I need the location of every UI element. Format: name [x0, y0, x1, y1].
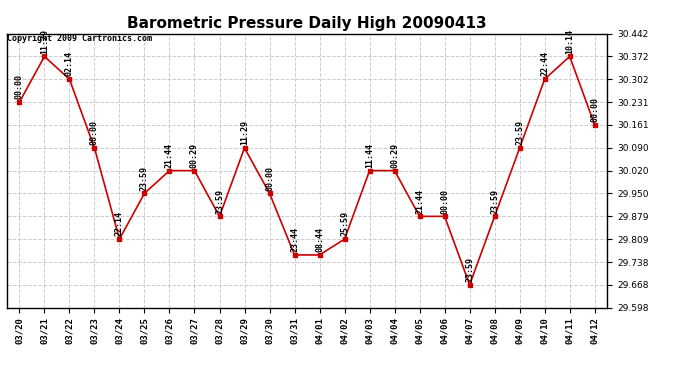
- Text: 08:44: 08:44: [315, 227, 324, 252]
- Text: 23:59: 23:59: [140, 165, 149, 190]
- Text: 00:00: 00:00: [15, 74, 24, 99]
- Text: 23:59: 23:59: [490, 189, 499, 214]
- Text: 00:00: 00:00: [265, 165, 274, 190]
- Text: 23:59: 23:59: [215, 189, 224, 214]
- Text: 23:59: 23:59: [465, 257, 474, 282]
- Text: 22:14: 22:14: [115, 211, 124, 236]
- Text: 21:44: 21:44: [415, 189, 424, 214]
- Text: 00:29: 00:29: [390, 143, 399, 168]
- Text: 25:59: 25:59: [340, 211, 349, 236]
- Text: 10:14: 10:14: [565, 28, 574, 54]
- Text: 23:44: 23:44: [290, 227, 299, 252]
- Text: 23:59: 23:59: [515, 120, 524, 145]
- Text: 22:44: 22:44: [540, 51, 549, 76]
- Title: Barometric Pressure Daily High 20090413: Barometric Pressure Daily High 20090413: [127, 16, 487, 31]
- Text: Copyright 2009 Cartronics.com: Copyright 2009 Cartronics.com: [7, 34, 152, 43]
- Text: 00:00: 00:00: [440, 189, 449, 214]
- Text: 00:00: 00:00: [590, 97, 599, 122]
- Text: 11:44: 11:44: [365, 143, 374, 168]
- Text: 11:29: 11:29: [240, 120, 249, 145]
- Text: 02:14: 02:14: [65, 51, 74, 76]
- Text: 11:29: 11:29: [40, 28, 49, 54]
- Text: 00:00: 00:00: [90, 120, 99, 145]
- Text: 00:29: 00:29: [190, 143, 199, 168]
- Text: 21:44: 21:44: [165, 143, 174, 168]
